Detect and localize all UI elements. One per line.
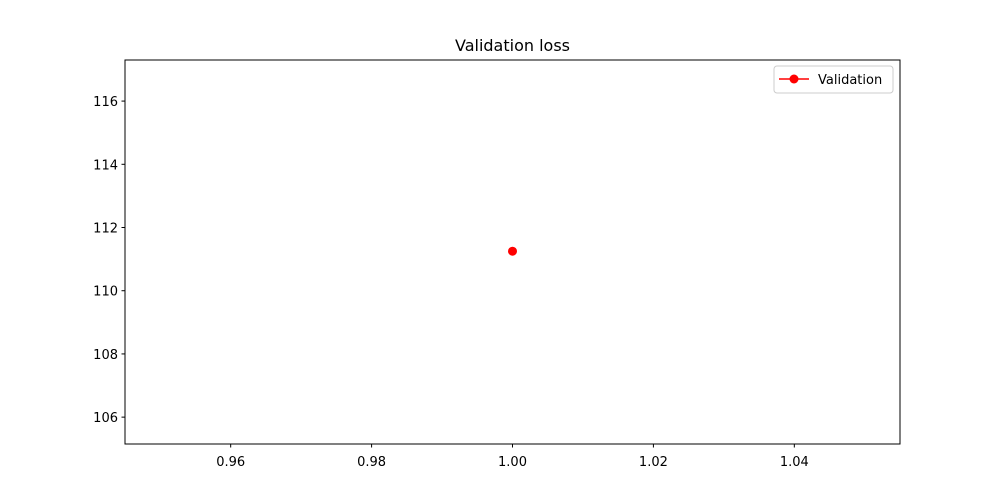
- x-axis: 0.96 0.98 1.00 1.02 1.04: [216, 444, 809, 470]
- x-tick-label: 0.96: [216, 455, 245, 470]
- x-tick-label: 1.02: [639, 455, 668, 470]
- axes-frame: [124, 59, 901, 445]
- y-tick-label: 108: [93, 348, 118, 363]
- chart-title: Validation loss: [455, 36, 570, 55]
- y-tick-label: 110: [93, 285, 118, 300]
- legend-label-validation: Validation: [818, 73, 882, 88]
- legend-box: [773, 65, 894, 94]
- y-tick-label: 114: [93, 158, 118, 173]
- series-layer: [508, 246, 517, 256]
- x-tick-label: 0.98: [357, 455, 386, 470]
- legend-marker-swatch: [789, 74, 799, 84]
- x-tick-label: 1.04: [780, 455, 809, 470]
- y-tick-label: 106: [93, 411, 118, 426]
- y-tick-label: 116: [93, 95, 118, 110]
- y-axis: 106 108 110 112 114 116: [93, 95, 125, 426]
- y-tick-label: 112: [93, 222, 118, 237]
- legend: Validation: [773, 65, 894, 94]
- x-tick-label: 1.00: [498, 455, 527, 470]
- data-point: [508, 246, 517, 256]
